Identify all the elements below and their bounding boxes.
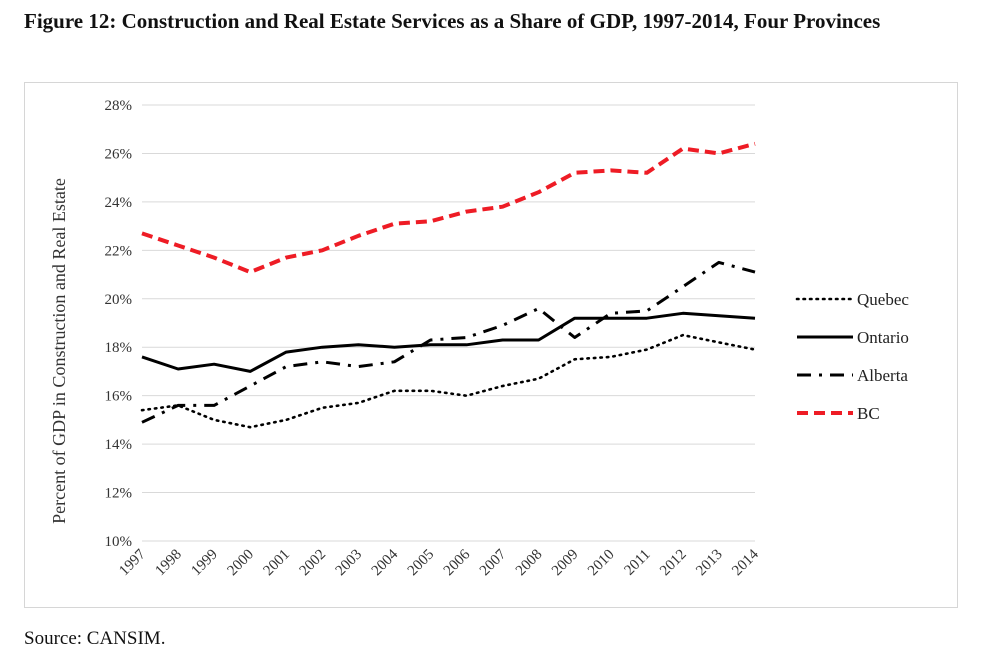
legend: Quebec Ontario Alberta BC <box>795 290 909 423</box>
y-axis-label: Percent of GDP in Construction and Real … <box>49 178 69 524</box>
x-tick-label: 2011 <box>622 547 654 579</box>
series-line-ontario <box>141 311 756 373</box>
x-tick-label: 1998 <box>152 547 185 580</box>
x-tick-label: 2009 <box>549 547 582 580</box>
legend-label-ontario: Ontario <box>857 328 909 347</box>
legend-label-alberta: Alberta <box>857 366 908 385</box>
y-tick-label: 24% <box>105 195 133 211</box>
x-tick-label: 1997 <box>116 546 149 579</box>
y-tick-label: 12% <box>105 486 133 502</box>
legend-label-bc: BC <box>857 404 880 423</box>
y-tick-label: 22% <box>105 243 133 259</box>
y-tick-label: 10% <box>105 534 133 550</box>
y-tick-label: 14% <box>105 437 133 453</box>
source-note: Source: CANSIM. <box>24 628 166 649</box>
y-tick-label: 28% <box>105 98 133 114</box>
x-tick-label: 2007 <box>477 546 510 579</box>
x-tick-label: 2012 <box>657 547 690 580</box>
x-tick-label: 2003 <box>333 547 366 580</box>
x-tick-label: 2014 <box>729 546 762 579</box>
y-tick-label: 26% <box>105 146 133 162</box>
x-tick-label: 2010 <box>585 547 618 580</box>
y-tick-label: 18% <box>105 340 133 356</box>
x-tick-label: 2001 <box>261 547 294 580</box>
x-tick-label: 2005 <box>405 547 438 580</box>
chart-frame: 10% 12% 14% 16% 18% 20% 22% 24% 26% 28% 1997 1998 1… <box>24 82 958 608</box>
legend-label-quebec: Quebec <box>857 290 909 309</box>
y-tick-label: 20% <box>105 292 133 308</box>
line-chart: 10%12%14%16%18%20%22%24%26%28% 1997 1998 1… <box>49 98 909 579</box>
series-line-alberta <box>141 260 756 424</box>
series-line-quebec <box>140 333 757 429</box>
x-tick-label: 2002 <box>297 547 330 580</box>
y-tick-labels: 10% 12% 14% 16% 18% 20% 22% 24% 26% 28% <box>105 98 133 550</box>
x-tick-labels: 1997 1998 1999 2000 2001 2002 2003 2004 2005 2006… <box>116 546 762 579</box>
y-tick-label: 16% <box>105 389 133 405</box>
series-line-bc <box>141 141 756 275</box>
x-tick-label: 2008 <box>513 547 546 580</box>
figure-title: Figure 12: Construction and Real Estate … <box>24 9 881 33</box>
x-tick-label: 2004 <box>369 546 402 579</box>
data-series <box>140 141 757 429</box>
gridlines <box>142 104 755 542</box>
x-tick-label: 2000 <box>224 547 257 580</box>
x-tick-label: 2006 <box>441 546 474 579</box>
x-tick-label: 2013 <box>693 547 726 580</box>
x-tick-label: 1999 <box>188 547 221 580</box>
